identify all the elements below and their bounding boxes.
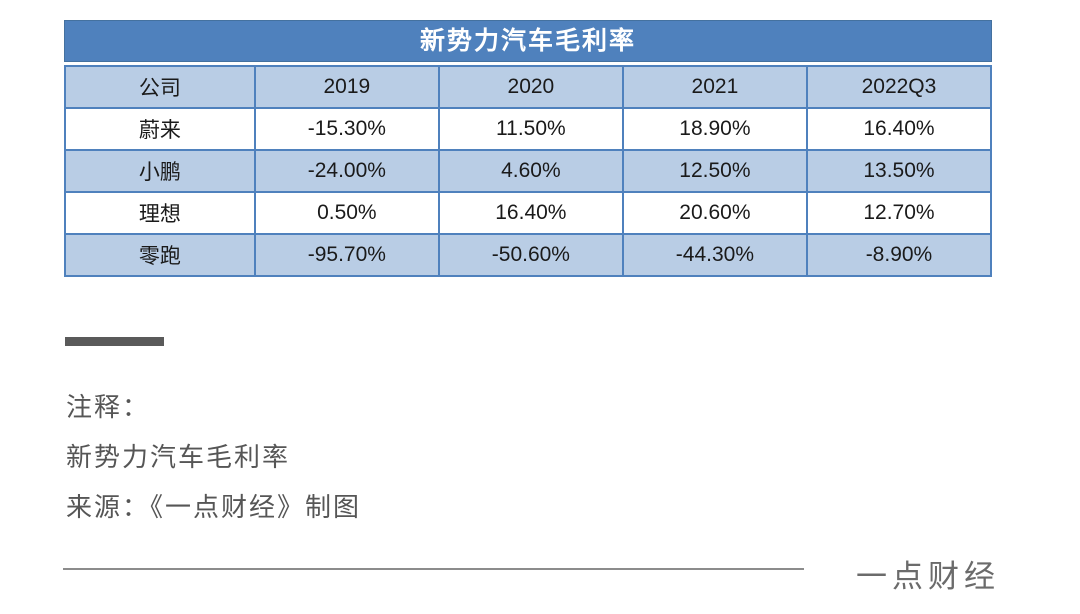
value-cell: 16.40%	[805, 107, 993, 151]
table-row-nio: 蔚来 -15.30% 11.50% 18.90% 16.40%	[64, 107, 993, 151]
value-cell: -44.30%	[621, 233, 808, 277]
notes-line-source: 来源：《一点财经》制图	[66, 492, 362, 522]
value-cell: -15.30%	[253, 107, 440, 151]
value-cell: -8.90%	[805, 233, 993, 277]
column-header-2022q3: 2022Q3	[805, 65, 993, 109]
notes-block: 注释： 新势力汽车毛利率 来源：《一点财经》制图	[66, 382, 361, 532]
company-cell: 零跑	[64, 233, 256, 277]
company-cell: 理想	[64, 191, 256, 235]
table-row-leapmotor: 零跑 -95.70% -50.60% -44.30% -8.90%	[64, 233, 993, 277]
value-cell: 12.50%	[621, 149, 808, 193]
column-header-2019: 2019	[253, 65, 440, 109]
footer-rule	[63, 568, 804, 570]
value-cell: 20.60%	[621, 191, 808, 235]
column-header-company: 公司	[64, 65, 256, 109]
value-cell: -95.70%	[253, 233, 440, 277]
value-cell: 11.50%	[437, 107, 624, 151]
table-row-li: 理想 0.50% 16.40% 20.60% 12.70%	[64, 191, 993, 235]
value-cell: 0.50%	[253, 191, 440, 235]
column-header-2021: 2021	[621, 65, 808, 109]
section-divider-bar	[65, 337, 164, 346]
column-header-2020: 2020	[437, 65, 624, 109]
notes-line-title: 新势力汽车毛利率	[66, 442, 291, 472]
value-cell: 18.90%	[621, 107, 808, 151]
value-cell: 4.60%	[437, 149, 624, 193]
value-cell: 16.40%	[437, 191, 624, 235]
value-cell: -24.00%	[253, 149, 440, 193]
table-title: 新势力汽车毛利率	[64, 20, 992, 62]
table-row-xpeng: 小鹏 -24.00% 4.60% 12.50% 13.50%	[64, 149, 993, 193]
value-cell: 12.70%	[805, 191, 993, 235]
table-header-row: 公司 2019 2020 2021 2022Q3	[64, 65, 993, 109]
company-cell: 蔚来	[64, 107, 256, 151]
value-cell: 13.50%	[805, 149, 993, 193]
notes-heading: 注释：	[66, 392, 151, 422]
gross-margin-table: 公司 2019 2020 2021 2022Q3 蔚来 -15.30% 11.5…	[64, 65, 993, 277]
company-cell: 小鹏	[64, 149, 256, 193]
value-cell: -50.60%	[437, 233, 624, 277]
brand-wordmark: 一点财经	[856, 559, 1000, 594]
margin-table-block: 新势力汽车毛利率 公司 2019 2020 2021 2022Q3 蔚来 -15…	[64, 20, 993, 277]
